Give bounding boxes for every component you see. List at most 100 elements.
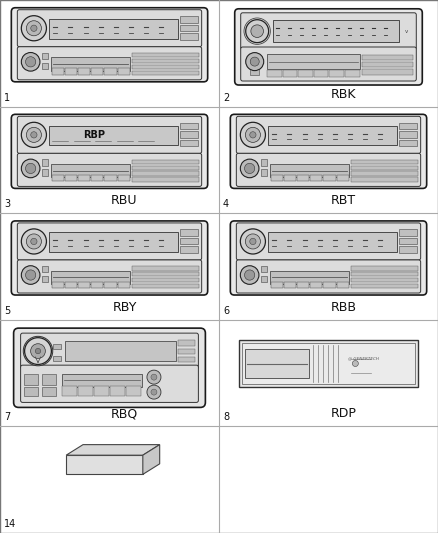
Text: RBY: RBY — [112, 301, 137, 314]
FancyBboxPatch shape — [21, 333, 198, 369]
Circle shape — [25, 338, 51, 365]
Bar — [267, 54, 360, 69]
Bar — [51, 58, 130, 70]
FancyBboxPatch shape — [11, 221, 208, 295]
Bar — [267, 69, 282, 77]
Bar — [399, 238, 417, 245]
Circle shape — [23, 336, 53, 366]
Text: RBB: RBB — [331, 301, 357, 314]
Bar — [24, 387, 38, 397]
Bar — [180, 25, 198, 31]
Bar — [132, 284, 199, 288]
Bar — [245, 349, 309, 378]
Bar — [91, 68, 103, 75]
Circle shape — [250, 238, 256, 245]
FancyBboxPatch shape — [235, 9, 422, 85]
Bar — [271, 175, 283, 181]
Bar — [78, 281, 90, 288]
Bar — [180, 140, 198, 147]
FancyBboxPatch shape — [230, 114, 427, 189]
Bar — [298, 69, 313, 77]
Bar — [49, 19, 178, 39]
Circle shape — [240, 122, 265, 148]
FancyBboxPatch shape — [241, 47, 416, 81]
Circle shape — [147, 370, 161, 384]
Circle shape — [352, 360, 358, 367]
Bar — [65, 175, 77, 181]
Bar — [261, 266, 267, 272]
Bar — [323, 175, 336, 181]
Circle shape — [246, 20, 268, 43]
Circle shape — [147, 385, 161, 399]
Text: 4: 4 — [223, 199, 229, 209]
Bar — [399, 131, 417, 138]
Bar — [65, 281, 77, 288]
Circle shape — [31, 25, 37, 31]
Circle shape — [21, 53, 40, 71]
Bar — [53, 344, 61, 350]
Bar — [336, 281, 349, 288]
Bar — [180, 16, 198, 22]
Bar — [242, 343, 415, 384]
Circle shape — [26, 234, 42, 249]
Bar — [132, 177, 199, 182]
Circle shape — [31, 132, 37, 138]
Bar — [63, 386, 78, 397]
Bar — [132, 278, 199, 282]
Bar — [49, 232, 178, 252]
Bar — [180, 229, 198, 236]
Circle shape — [25, 163, 36, 174]
Bar — [271, 281, 283, 288]
Bar — [239, 340, 418, 387]
Bar — [399, 123, 417, 129]
FancyBboxPatch shape — [18, 10, 201, 47]
Circle shape — [250, 57, 259, 66]
Bar — [273, 20, 399, 42]
Bar — [261, 276, 267, 282]
Circle shape — [21, 122, 46, 148]
Bar — [62, 374, 142, 387]
FancyBboxPatch shape — [18, 260, 201, 293]
Bar — [42, 276, 48, 282]
Bar — [180, 246, 198, 253]
Circle shape — [151, 389, 157, 395]
Circle shape — [35, 349, 41, 354]
Bar — [351, 177, 418, 182]
Bar — [127, 386, 141, 397]
Bar — [250, 69, 259, 75]
Circle shape — [21, 229, 46, 254]
Bar — [314, 69, 328, 77]
Bar — [261, 169, 267, 176]
Bar — [132, 160, 199, 164]
Bar — [132, 171, 199, 176]
Bar — [91, 281, 103, 288]
Circle shape — [26, 127, 42, 142]
Text: 14: 14 — [4, 519, 16, 529]
FancyBboxPatch shape — [237, 260, 420, 293]
Bar — [180, 123, 198, 129]
Bar — [284, 281, 296, 288]
Bar — [52, 68, 64, 75]
Text: 1: 1 — [4, 93, 10, 102]
Bar — [180, 238, 198, 245]
Bar — [110, 386, 125, 397]
FancyBboxPatch shape — [237, 154, 420, 187]
Bar — [178, 340, 195, 345]
Circle shape — [246, 53, 264, 70]
Bar — [270, 164, 349, 177]
Bar — [91, 175, 103, 181]
Bar — [351, 171, 418, 176]
Bar — [42, 159, 48, 166]
Bar — [310, 175, 322, 181]
Circle shape — [244, 270, 255, 280]
Text: 8: 8 — [223, 413, 229, 422]
Bar — [323, 281, 336, 288]
Bar — [399, 246, 417, 253]
FancyBboxPatch shape — [21, 365, 198, 402]
Circle shape — [25, 270, 36, 280]
Bar — [49, 126, 178, 146]
Bar — [268, 232, 397, 252]
Bar — [42, 374, 57, 385]
Circle shape — [240, 266, 259, 284]
Circle shape — [244, 163, 255, 174]
